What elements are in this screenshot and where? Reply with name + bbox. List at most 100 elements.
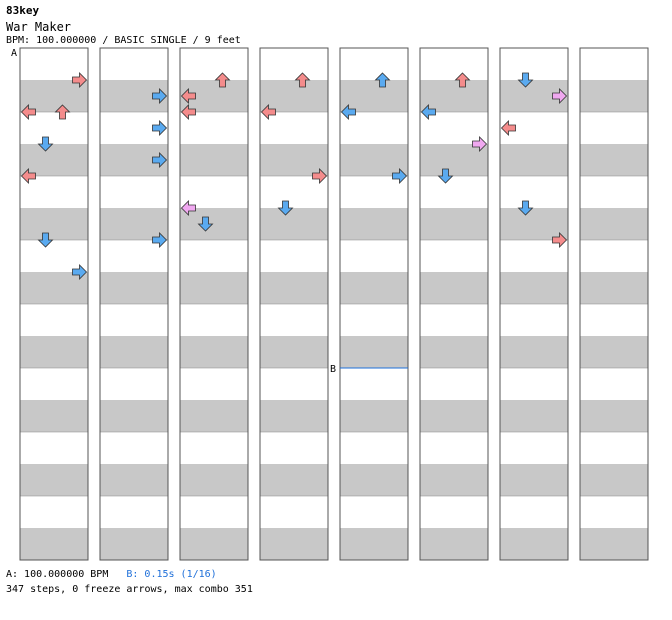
step-stats: 347 steps, 0 freeze arrows, max combo 35… xyxy=(6,584,253,595)
right-arrow-icon xyxy=(392,168,408,184)
beat-band xyxy=(260,464,328,496)
beat-band xyxy=(420,400,488,432)
beat-band xyxy=(500,272,568,304)
right-arrow-icon xyxy=(552,232,568,248)
song-title: War Maker xyxy=(6,20,72,34)
beat-band xyxy=(260,80,328,112)
up-arrow-icon xyxy=(454,72,471,88)
beat-band xyxy=(20,400,88,432)
marker-a: A xyxy=(11,48,17,59)
left-arrow-icon xyxy=(340,104,356,120)
left-arrow-icon xyxy=(500,120,516,136)
up-arrow-icon xyxy=(54,104,71,120)
beat-band xyxy=(260,144,328,176)
down-arrow-icon xyxy=(277,200,294,216)
down-arrow-icon xyxy=(517,200,534,216)
beat-band xyxy=(340,144,408,176)
beat-band xyxy=(420,80,488,112)
right-arrow-icon xyxy=(152,232,168,248)
beat-band xyxy=(180,336,248,368)
beat-band xyxy=(180,208,248,240)
left-arrow-icon xyxy=(420,104,436,120)
beat-band xyxy=(420,336,488,368)
panel-border xyxy=(99,47,169,561)
beat-band xyxy=(100,272,168,304)
beat-band xyxy=(340,272,408,304)
right-arrow-icon xyxy=(312,168,328,184)
right-arrow-icon xyxy=(152,120,168,136)
beat-band xyxy=(420,208,488,240)
right-arrow-icon xyxy=(552,88,568,104)
left-arrow-icon xyxy=(180,200,196,216)
beat-band xyxy=(100,400,168,432)
beat-band xyxy=(500,528,568,560)
beat-band xyxy=(340,528,408,560)
right-arrow-icon xyxy=(472,136,488,152)
bpm-a-label: A: 100.000000 BPM xyxy=(6,569,109,580)
stop-b-label: B: 0.15s (1/16) xyxy=(126,569,217,580)
beat-band xyxy=(180,144,248,176)
up-arrow-icon xyxy=(374,72,391,88)
left-arrow-icon xyxy=(180,88,196,104)
beat-band xyxy=(500,336,568,368)
beat-band xyxy=(180,464,248,496)
beat-band xyxy=(260,208,328,240)
beat-band xyxy=(340,400,408,432)
beat-band xyxy=(580,208,648,240)
beat-band xyxy=(20,144,88,176)
beat-band xyxy=(100,336,168,368)
up-arrow-icon xyxy=(294,72,311,88)
beat-band xyxy=(580,528,648,560)
right-arrow-icon xyxy=(72,72,88,88)
beat-band xyxy=(500,208,568,240)
beat-band xyxy=(180,528,248,560)
beat-band xyxy=(580,272,648,304)
beat-band xyxy=(340,464,408,496)
beat-band xyxy=(20,208,88,240)
beat-band xyxy=(340,80,408,112)
beat-band xyxy=(500,144,568,176)
panel-border xyxy=(419,47,489,561)
bpm-legend: A: 100.000000 BPM B: 0.15s (1/16) xyxy=(6,569,217,580)
panel-border xyxy=(179,47,249,561)
down-arrow-icon xyxy=(197,216,214,232)
down-arrow-icon xyxy=(437,168,454,184)
right-arrow-icon xyxy=(152,152,168,168)
beat-band xyxy=(260,528,328,560)
marker-b: B xyxy=(330,364,336,375)
beat-band xyxy=(580,144,648,176)
beat-band xyxy=(500,464,568,496)
beat-band xyxy=(580,464,648,496)
panel-border xyxy=(339,47,409,561)
beat-band xyxy=(100,528,168,560)
beat-band xyxy=(340,336,408,368)
beat-band xyxy=(20,336,88,368)
down-arrow-icon xyxy=(517,72,534,88)
panel-border xyxy=(19,47,89,561)
panel-border xyxy=(579,47,649,561)
right-arrow-icon xyxy=(152,88,168,104)
beat-band xyxy=(100,208,168,240)
right-arrow-icon xyxy=(72,264,88,280)
beat-band xyxy=(580,80,648,112)
beat-band xyxy=(420,528,488,560)
beat-band xyxy=(260,272,328,304)
beat-band xyxy=(500,400,568,432)
site-name: 83key xyxy=(6,4,40,17)
left-arrow-icon xyxy=(20,104,36,120)
beat-band xyxy=(20,464,88,496)
panel-border xyxy=(499,47,569,561)
beat-band xyxy=(420,144,488,176)
chart-info: BPM: 100.000000 / BASIC SINGLE / 9 feet xyxy=(6,35,241,46)
down-arrow-icon xyxy=(37,136,54,152)
up-arrow-icon xyxy=(214,72,231,88)
beat-band xyxy=(100,464,168,496)
beat-band xyxy=(20,272,88,304)
panel-border xyxy=(259,47,329,561)
beat-band xyxy=(260,336,328,368)
left-arrow-icon xyxy=(180,104,196,120)
left-arrow-icon xyxy=(260,104,276,120)
beat-band xyxy=(580,400,648,432)
beat-band xyxy=(20,80,88,112)
